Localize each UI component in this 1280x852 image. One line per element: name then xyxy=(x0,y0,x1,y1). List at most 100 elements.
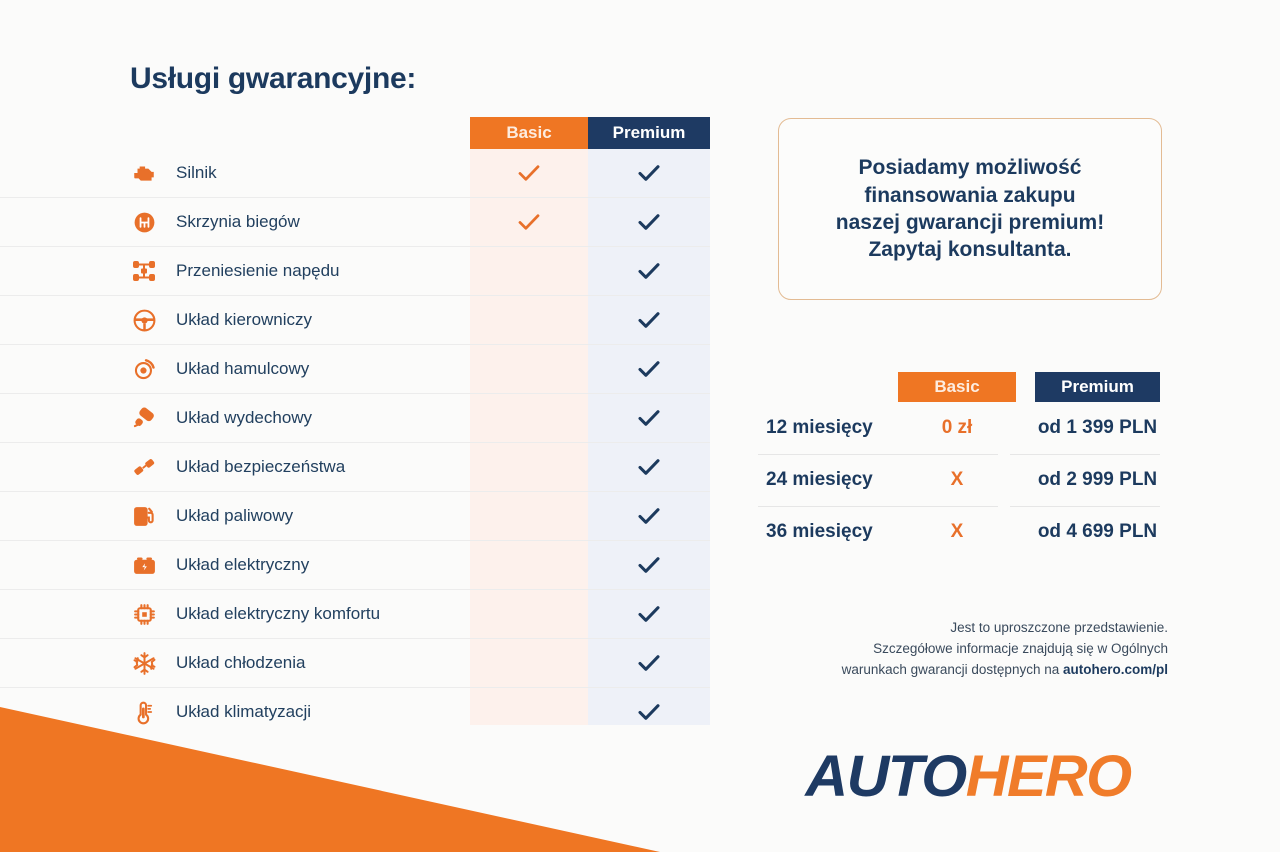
pricing-header-basic: Basic xyxy=(898,372,1016,402)
disclaimer-line-2: Szczegółowe informacje znajdują się w Og… xyxy=(873,640,1168,656)
brake-disc-icon xyxy=(130,355,158,383)
seatbelt-icon xyxy=(130,453,158,481)
fuel-pump-icon xyxy=(130,502,158,530)
feature-row: Skrzynia biegów xyxy=(0,198,740,247)
feature-label: Układ klimatyzacji xyxy=(176,702,312,721)
feature-check-premium xyxy=(588,360,710,378)
feature-label: Układ kierowniczy xyxy=(176,310,313,329)
feature-check-premium xyxy=(588,458,710,476)
chip-icon xyxy=(130,600,158,628)
feature-row: Układ hamulcowy xyxy=(0,345,740,394)
pricing-row-divider-right xyxy=(1010,454,1160,455)
feature-row: Układ chłodzenia xyxy=(0,639,740,688)
row-divider-mask xyxy=(710,736,740,737)
feature-check-premium xyxy=(588,605,710,623)
row-divider-mask xyxy=(710,638,740,639)
feature-label: Przeniesienie napędu xyxy=(176,261,340,280)
feature-check-premium xyxy=(588,507,710,525)
warranty-services-panel: Usługi gwarancyjne: Basic Premium Silnik… xyxy=(0,62,740,737)
column-header-premium: Premium xyxy=(588,117,710,149)
pricing-value-basic: X xyxy=(950,521,964,542)
row-divider-mask xyxy=(710,491,740,492)
feature-row: Układ elektryczny komfortu xyxy=(0,590,740,639)
feature-check-premium xyxy=(588,213,710,231)
page-title: Usługi gwarancyjne: xyxy=(130,62,417,95)
feature-list: Silnik Skrzynia biegów Przeniesienie napęd… xyxy=(0,149,740,737)
feature-row: Układ klimatyzacji xyxy=(0,688,740,737)
pricing-value-basic: X xyxy=(950,469,964,490)
snowflake-icon xyxy=(130,649,158,677)
feature-check-basic xyxy=(470,164,588,182)
pricing-value-premium: od 2 999 PLN xyxy=(1037,469,1158,490)
feature-row: Silnik xyxy=(0,149,740,198)
steering-wheel-icon xyxy=(130,306,158,334)
pricing-row: 12 miesięcy 0 zł od 1 399 PLN xyxy=(748,402,1178,454)
feature-label: Układ hamulcowy xyxy=(176,359,310,378)
financing-promo-box: Posiadamy możliwość finansowania zakupu … xyxy=(778,118,1162,300)
battery-icon xyxy=(130,551,158,579)
feature-row: Układ kierowniczy xyxy=(0,296,740,345)
feature-row: Układ elektryczny xyxy=(0,541,740,590)
exhaust-muffler-icon xyxy=(130,404,158,432)
feature-row: Układ bezpieczeństwa xyxy=(0,443,740,492)
feature-label: Układ wydechowy xyxy=(176,408,313,427)
pricing-row-divider-left xyxy=(758,506,998,507)
feature-label: Układ elektryczny komfortu xyxy=(176,604,381,623)
row-divider-mask xyxy=(710,295,740,296)
pricing-term: 24 miesięcy xyxy=(766,469,873,490)
feature-check-premium xyxy=(588,409,710,427)
logo-text-hero: HERO xyxy=(965,744,1132,809)
pricing-header-row: Basic Premium xyxy=(748,372,1178,402)
feature-label: Skrzynia biegów xyxy=(176,212,300,231)
offer-panel: Posiadamy możliwość finansowania zakupu … xyxy=(740,0,1280,852)
disclaimer-line-1: Jest to uproszczone przedstawienie. xyxy=(950,620,1168,635)
feature-row: Układ paliwowy xyxy=(0,492,740,541)
column-header-basic: Basic xyxy=(470,117,588,149)
feature-label: Układ chłodzenia xyxy=(176,653,306,672)
row-divider-mask xyxy=(710,540,740,541)
feature-check-premium xyxy=(588,556,710,574)
pricing-value-basic: 0 zł xyxy=(941,417,973,438)
feature-check-premium xyxy=(588,262,710,280)
feature-row: Układ wydechowy xyxy=(0,394,740,443)
row-divider-mask xyxy=(710,442,740,443)
row-divider-mask xyxy=(710,344,740,345)
thermometer-icon xyxy=(130,698,158,726)
feature-check-premium xyxy=(588,311,710,329)
engine-icon xyxy=(130,159,158,187)
gearbox-icon xyxy=(130,208,158,236)
feature-label: Silnik xyxy=(176,163,217,182)
promo-line-4: Zapytaj konsultanta. xyxy=(868,238,1072,262)
pricing-value-premium: od 4 699 PLN xyxy=(1037,521,1158,542)
feature-row: Przeniesienie napędu xyxy=(0,247,740,296)
row-divider-mask xyxy=(710,393,740,394)
logo-text-auto: AUTO xyxy=(805,744,967,809)
row-divider-mask xyxy=(710,687,740,688)
promo-line-1: Posiadamy możliwość xyxy=(858,156,1082,180)
autohero-logo: AUTOHERO xyxy=(754,748,1182,806)
pricing-row-divider-right xyxy=(1010,506,1160,507)
pricing-row-divider-left xyxy=(758,454,998,455)
financing-promo-text: Posiadamy możliwość finansowania zakupu … xyxy=(822,154,1118,263)
website-link[interactable]: autohero.com/pl xyxy=(1062,661,1168,677)
feature-label: Układ elektryczny xyxy=(176,555,310,574)
promo-line-2: finansowania zakupu xyxy=(864,183,1076,207)
feature-check-premium xyxy=(588,164,710,182)
promo-line-3: naszej gwarancji premium! xyxy=(835,211,1105,234)
pricing-term: 36 miesięcy xyxy=(766,521,873,542)
row-divider-mask xyxy=(710,589,740,590)
feature-check-premium xyxy=(588,703,710,721)
pricing-value-premium: od 1 399 PLN xyxy=(1037,417,1158,438)
pricing-header-premium: Premium xyxy=(1035,372,1160,402)
pricing-term: 12 miesięcy xyxy=(766,417,873,438)
feature-check-basic xyxy=(470,213,588,231)
feature-check-premium xyxy=(588,654,710,672)
drivetrain-axle-icon xyxy=(130,257,158,285)
disclaimer-line-3-prefix: warunkach gwarancji dostępnych na xyxy=(841,661,1063,677)
column-band-basic xyxy=(470,117,588,725)
feature-label: Układ bezpieczeństwa xyxy=(176,457,346,476)
pricing-table: Basic Premium 12 miesięcy 0 zł od 1 399 PL… xyxy=(748,372,1178,558)
